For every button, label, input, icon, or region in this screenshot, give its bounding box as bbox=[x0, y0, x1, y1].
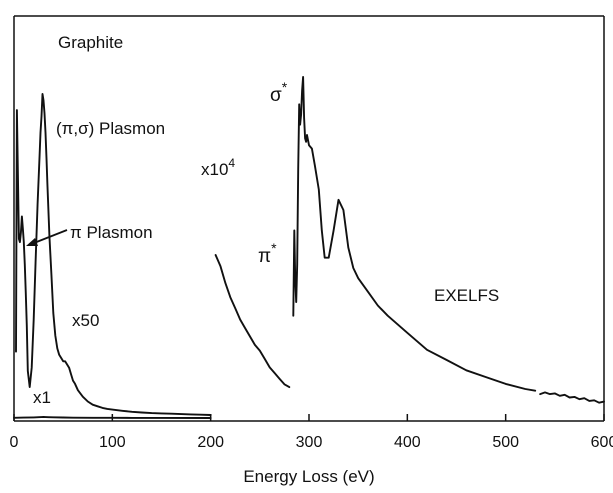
pi-star-sup: * bbox=[271, 240, 277, 256]
x50-label: x50 bbox=[72, 311, 99, 330]
pi-sigma-plasmon-label: (π,σ) Plasmon bbox=[56, 119, 165, 138]
series-layer bbox=[13, 76, 605, 419]
series-line-2 bbox=[13, 416, 212, 419]
sigma-star-label: σ* bbox=[270, 79, 288, 106]
x10-exponent: 4 bbox=[228, 156, 235, 170]
graphite-label: Graphite bbox=[58, 33, 123, 52]
x-ticks: 0 100 200 300 400 500 600 bbox=[10, 414, 613, 451]
arrow-head bbox=[26, 238, 38, 246]
pi-plasmon-label: π Plasmon bbox=[70, 223, 153, 242]
x1-label: x1 bbox=[33, 388, 51, 407]
x-tick-label: 600 bbox=[591, 434, 613, 451]
series-line-1 bbox=[15, 93, 212, 416]
plot-frame bbox=[13, 15, 605, 422]
sigma-star-base: σ bbox=[270, 85, 282, 106]
pi-plasmon-arrow bbox=[26, 229, 68, 246]
pi-star-label: π* bbox=[258, 240, 277, 267]
pi-star-base: π bbox=[258, 246, 271, 267]
series-line-5 bbox=[539, 391, 605, 404]
series-line-4 bbox=[292, 76, 537, 392]
series-line-3 bbox=[214, 254, 291, 389]
x-tick-label: 500 bbox=[492, 434, 519, 451]
x-tick-label: 200 bbox=[197, 434, 224, 451]
exelfs-label: EXELFS bbox=[434, 286, 499, 305]
x-tick-label: 100 bbox=[99, 434, 126, 451]
x-tick-label: 0 bbox=[10, 434, 19, 451]
x-tick-label: 300 bbox=[296, 434, 323, 451]
x-axis-title: Energy Loss (eV) bbox=[243, 467, 374, 486]
sigma-star-sup: * bbox=[282, 79, 288, 95]
x-tick-label: 400 bbox=[394, 434, 421, 451]
arrow-shaft bbox=[33, 229, 68, 244]
x10-4-label: x104 bbox=[201, 156, 235, 179]
x10-base: x10 bbox=[201, 160, 228, 179]
